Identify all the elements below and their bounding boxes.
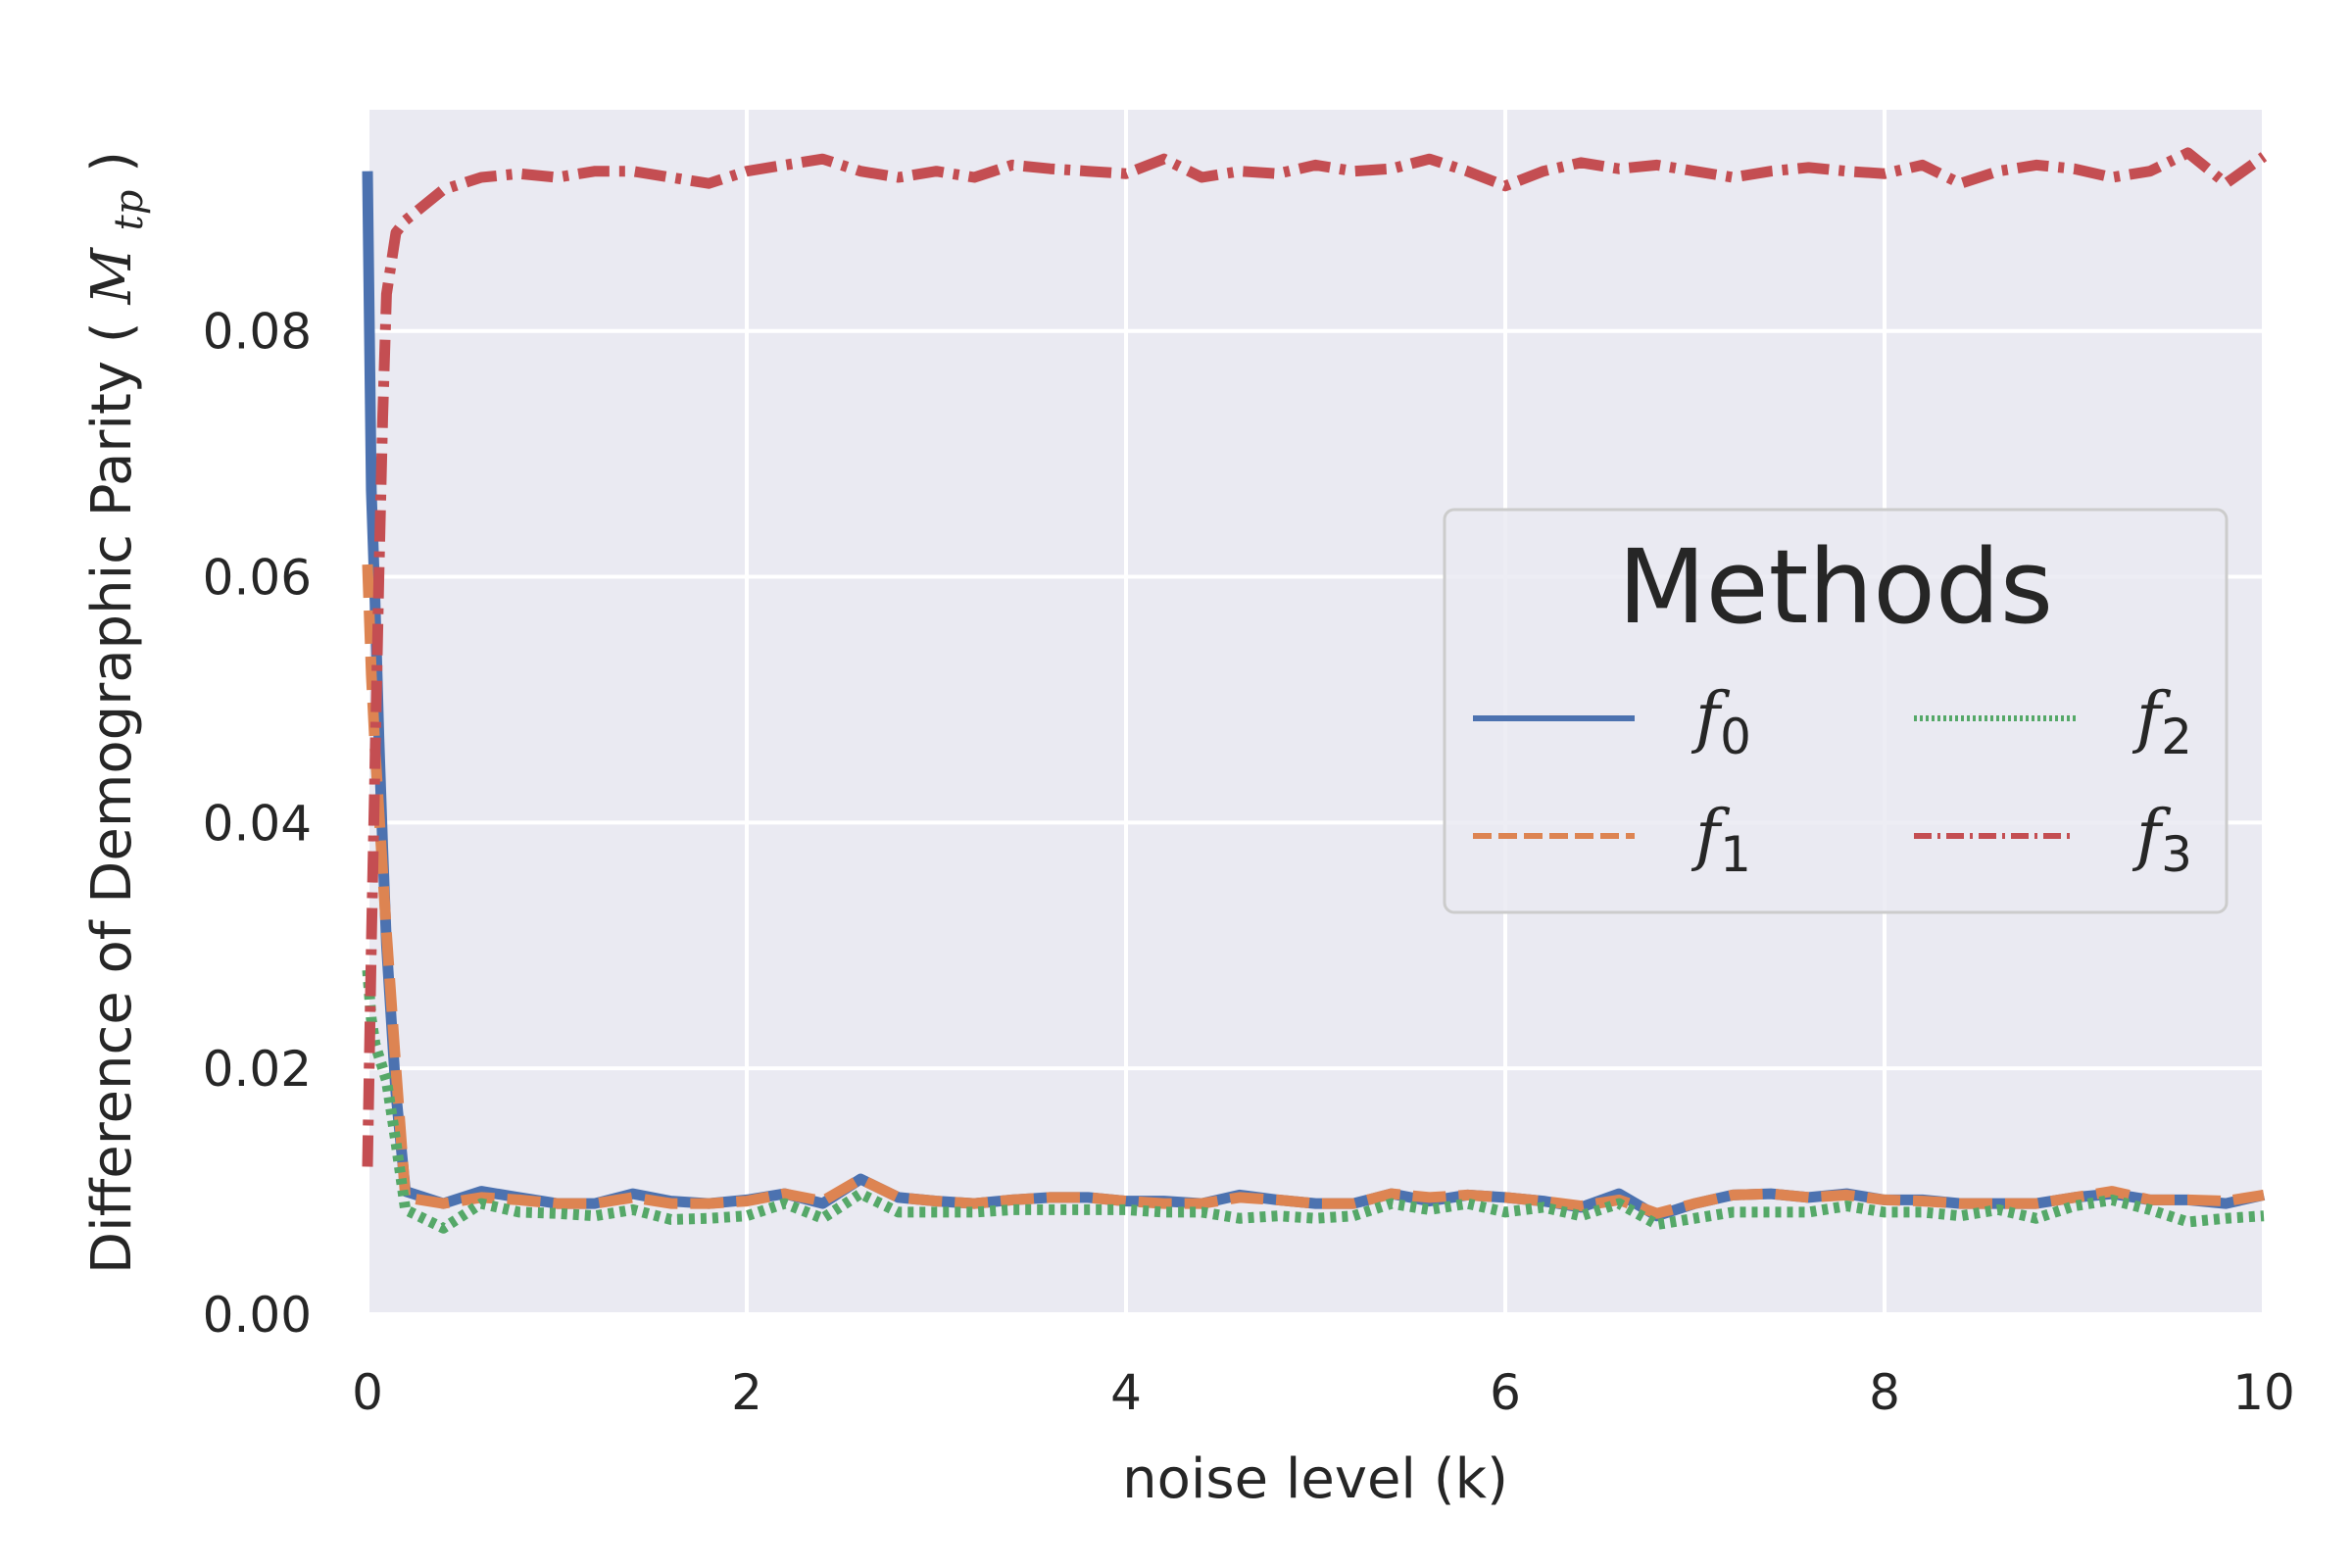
y-axis-label-text: Difference of Demographic Parity bbox=[80, 361, 144, 1274]
y-axis-label-symbol: M bbox=[80, 247, 144, 306]
y-axis-label-subscript: tp bbox=[107, 190, 152, 231]
x-tick-label: 8 bbox=[1869, 1364, 1900, 1421]
y-axis-label-open-paren: ( bbox=[80, 321, 144, 343]
legend-label-f2: f2 bbox=[2132, 679, 2192, 765]
legend-box bbox=[1443, 508, 2229, 914]
y-tick-label: 0.08 bbox=[203, 304, 312, 361]
y-axis-label-close-paren: ) bbox=[80, 151, 144, 172]
legend-title: Methods bbox=[1618, 527, 2053, 647]
y-tick-labels: 0.00 0.02 0.04 0.06 0.08 bbox=[203, 304, 312, 1344]
x-tick-label: 4 bbox=[1110, 1364, 1142, 1421]
series-line-f3 bbox=[362, 147, 2268, 1167]
y-tick-label: 0.02 bbox=[203, 1041, 312, 1098]
x-tick-label: 2 bbox=[731, 1364, 762, 1421]
y-tick-label: 0.00 bbox=[203, 1287, 312, 1344]
x-tick-label: 10 bbox=[2232, 1364, 2295, 1421]
series-layer bbox=[362, 147, 2268, 1234]
x-axis-label: noise level (k) bbox=[1122, 1447, 1508, 1511]
series-line-f1 bbox=[362, 564, 2265, 1219]
y-axis-label: Difference of Demographic Parity ( M tp … bbox=[80, 151, 156, 1274]
series-line-f2 bbox=[362, 969, 2265, 1234]
y-tick-label: 0.06 bbox=[203, 550, 312, 607]
x-tick-label: 6 bbox=[1490, 1364, 1521, 1421]
x-tick-label: 0 bbox=[352, 1364, 383, 1421]
y-tick-label: 0.04 bbox=[203, 795, 312, 852]
x-tick-labels: 0 2 4 6 8 10 bbox=[352, 1364, 2295, 1421]
